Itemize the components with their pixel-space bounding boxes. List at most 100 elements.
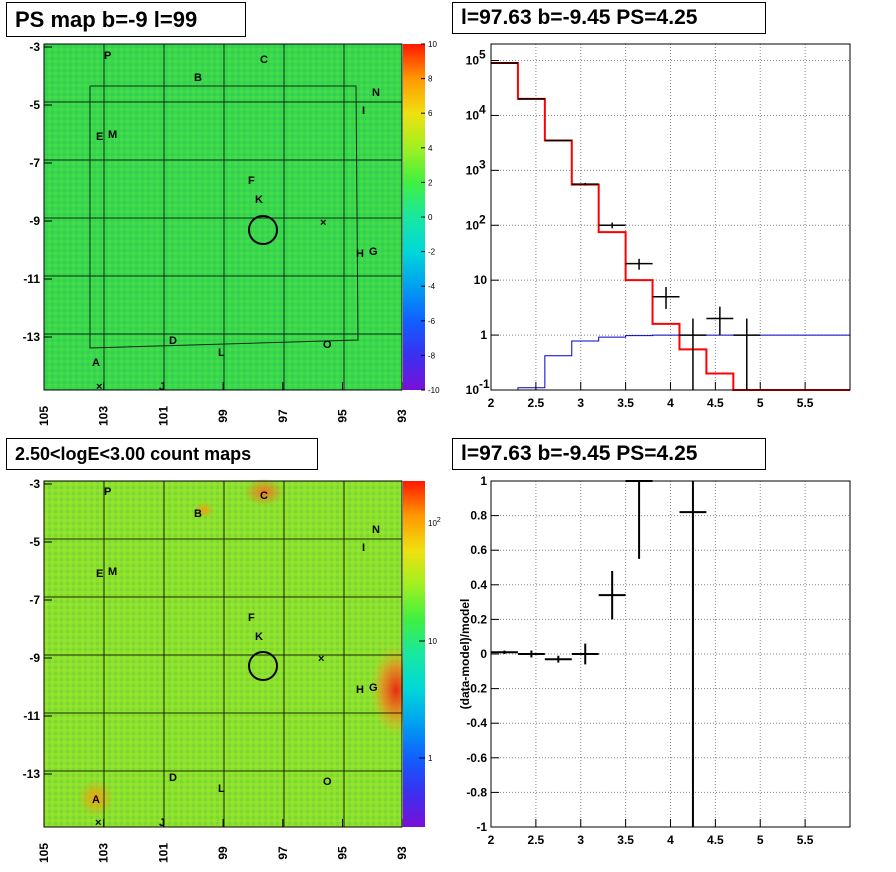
y-tick-label: 0.4	[470, 578, 487, 592]
source-label-c: C	[260, 490, 268, 502]
source-label-i: I	[362, 105, 365, 117]
y-tick-label: 10	[474, 273, 488, 287]
y-tick-label: 1	[480, 474, 487, 488]
x-tick-label: 2	[488, 833, 495, 847]
source-label-j: J	[159, 817, 165, 829]
count-map-source-labels: P C B NI E M FK H G D L O A J	[92, 486, 380, 829]
source-label-l: L	[218, 347, 225, 359]
y-tick-exponent: 2	[479, 212, 486, 226]
spectrum-series-line-0	[491, 62, 850, 391]
y-tick-label: -3	[29, 477, 40, 491]
y-tick-exponent: 4	[479, 102, 486, 116]
colorbar-tick-label: 8	[428, 75, 433, 84]
y-tick-label: -5	[29, 535, 40, 549]
ps-map-source-labels: P C B NI E M FK H G D L O A J	[92, 50, 380, 393]
y-tick-exponent: -1	[479, 377, 490, 391]
colorbar-tick-label: 2	[428, 178, 433, 187]
ps-map-grid	[44, 44, 402, 390]
source-label-m: M	[108, 566, 117, 578]
residual-grid	[491, 481, 850, 827]
y-tick-exponent: 5	[479, 48, 486, 62]
source-label-c: C	[260, 54, 268, 66]
colorbar-tick-label: -4	[428, 282, 436, 291]
count-map-grid	[44, 481, 402, 827]
x-tick-label: 2.5	[528, 396, 545, 410]
ps-map-cross-marker: ×	[96, 381, 102, 393]
y-tick-label: -9	[29, 214, 40, 228]
colorbar-tick-label: -8	[428, 351, 436, 360]
y-tick-label: -11	[23, 709, 40, 723]
source-label-j: J	[159, 381, 165, 393]
x-tick-label: 97	[276, 409, 290, 423]
ps-map-target-circle	[248, 215, 278, 245]
y-tick-label: 10	[466, 383, 480, 397]
y-tick-label: -1	[476, 820, 487, 834]
x-tick-label: 95	[336, 409, 350, 423]
source-label-k: K	[255, 631, 263, 643]
colorbar-tick-label: 0	[428, 213, 433, 222]
colorbar-tick-label: 10	[428, 40, 437, 49]
source-label-d: D	[169, 772, 177, 784]
x-tick-label: 105	[37, 843, 51, 863]
residual-y-ticks: 1 0.8 0.6 0.4 0.2 0 -0.2 -0.4 -0.6 -0.8 -1	[466, 474, 499, 834]
y-tick-label: -11	[23, 272, 40, 286]
x-tick-label: 97	[276, 846, 290, 860]
y-tick-label: 10	[466, 218, 480, 232]
x-tick-label: 5.5	[797, 396, 814, 410]
y-tick-label: 10	[466, 54, 480, 68]
colorbar-tick-label: 1	[428, 754, 433, 763]
y-tick-label: -7	[29, 156, 40, 170]
y-tick-exponent: 3	[479, 157, 486, 171]
source-label-o: O	[323, 776, 332, 788]
source-label-n: N	[372, 524, 380, 536]
x-tick-label: 2	[488, 396, 495, 410]
source-label-e: E	[96, 131, 103, 143]
source-label-a: A	[92, 357, 100, 369]
ps-map-y-ticks: -3 -5 -7 -9 -11 -13	[23, 40, 52, 344]
y-tick-label: 0	[480, 647, 487, 661]
x-tick-label: 5.5	[797, 833, 814, 847]
y-tick-label: -0.4	[466, 716, 487, 730]
count-map-cross-marker: ×	[318, 653, 324, 665]
count-map-heatmap	[44, 481, 402, 827]
y-tick-label: -0.6	[466, 751, 487, 765]
y-tick-label: 0.2	[470, 612, 487, 626]
y-tick-label: 10	[466, 108, 480, 122]
source-label-b: B	[194, 508, 202, 520]
y-tick-label: -13	[23, 330, 41, 344]
source-label-g: G	[369, 246, 378, 258]
x-tick-label: 5	[757, 396, 764, 410]
x-tick-label: 103	[97, 406, 111, 426]
ps-map-cross-marker: ×	[320, 217, 326, 229]
count-map-title: 2.50<logE<3.00 count maps	[6, 438, 318, 470]
x-tick-label: 105	[37, 406, 51, 426]
source-label-k: K	[255, 194, 263, 206]
residual-title: l=97.63 b=-9.45 PS=4.25	[452, 438, 766, 470]
source-label-b: B	[194, 72, 202, 84]
residual-y-axis-label: (data-model)/model	[458, 599, 472, 710]
count-map-target-circle	[248, 651, 278, 681]
residual-panel: 2 2.5 3 3.5 4 4.5 5 5.5 1 0.8 0.6 0.4 0.2 0 -0.2 -0.4 -…	[458, 474, 851, 847]
ps-map-colorbar-ticks: 10 8 6 4 2 0 -2 -4 -6 -8 -10	[421, 40, 440, 395]
colorbar-tick-label: 10	[428, 637, 437, 646]
x-tick-label: 3.5	[617, 396, 634, 410]
x-tick-label: 4	[667, 833, 674, 847]
x-tick-label: 99	[216, 846, 230, 860]
colorbar-tick-label: 6	[428, 109, 433, 118]
colorbar-tick-label: -2	[428, 248, 436, 257]
y-tick-label: -5	[29, 98, 40, 112]
ps-map-colorbar	[403, 44, 425, 390]
y-tick-label: 0.8	[470, 509, 487, 523]
colorbar-tick-label: -6	[428, 317, 436, 326]
y-tick-label: 0.6	[470, 543, 487, 557]
source-label-e: E	[96, 568, 103, 580]
y-tick-label: -9	[29, 651, 40, 665]
source-label-g: G	[369, 682, 378, 694]
source-label-h: H	[356, 248, 364, 260]
spectrum-grid	[491, 44, 850, 390]
x-tick-label: 93	[395, 409, 409, 423]
